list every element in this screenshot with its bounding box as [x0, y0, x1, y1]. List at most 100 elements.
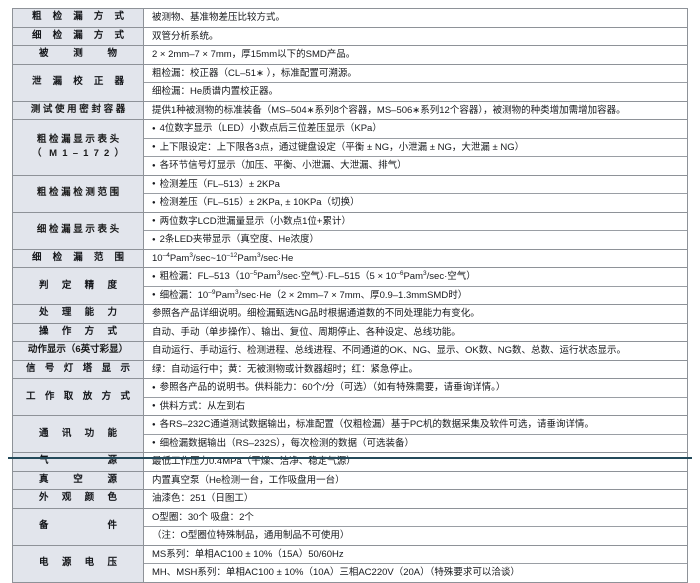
- row-value-cell: O型圈：30个 吸盘：2个 （注：O型圈位特殊制品，通用制品不可使用）: [143, 507, 688, 546]
- row-value-line: 自动、手动（单步操作）、输出、复位、周期停止、各种设定、总线功能。: [152, 326, 461, 338]
- row-label: 细 检 漏 范 围: [32, 251, 124, 263]
- table-row: 被 测 物 2 × 2mm–7 × 7mm，厚15mm以下的SMD产品。: [12, 45, 688, 65]
- table-row: 处 理 能 力 参照各产品详细说明。细检漏甄选NG品时根据通道数的不同处理能力有变…: [12, 304, 688, 324]
- table-row: 电 源 电 压 MS系列：单相AC100 ± 10%（15A）50/60Hz MH、…: [12, 544, 688, 583]
- row-value-line: 参照各产品详细说明。细检漏甄选NG品时根据通道数的不同处理能力有变化。: [152, 308, 480, 319]
- row-value-line: 检测差压（FL–513）± 2KPa: [144, 176, 687, 194]
- row-value-line: 最低工作压力0.4MPa（干燥、洁净、稳定气源）: [152, 456, 356, 467]
- row-value-cell: 参照各产品的说明书。供料能力：60个/分（可选）（如有特殊需要，请垂询详情。）供…: [143, 378, 688, 416]
- row-label: 通 讯 功 能: [39, 427, 117, 439]
- table-row: 气 源 最低工作压力0.4MPa（干燥、洁净、稳定气源）: [12, 452, 688, 472]
- row-value-line: 2 × 2mm–7 × 7mm，厚15mm以下的SMD产品。: [152, 49, 356, 60]
- row-label: 粗 检 漏 方 式: [32, 11, 124, 23]
- table-row: 判 定 精 度 粗检漏：FL–513（10–5Pam3/sec·空气）·FL–51…: [12, 267, 688, 305]
- row-label-cell: 细 检 漏 方 式: [12, 26, 144, 46]
- row-value-cell: 参照各产品详细说明。细检漏甄选NG品时根据通道数的不同处理能力有变化。: [143, 304, 688, 324]
- row-label: 工 作 取 放 方 式: [26, 390, 130, 402]
- row-label-cell: 电 源 电 压: [12, 544, 144, 583]
- table-row: 粗 检 漏 方 式 被测物、基准物差压比较方式。: [12, 8, 688, 28]
- row-value-cell: 绿：自动运行中；黄：无被测物或计数器超时；红：紧急停止。: [143, 359, 688, 379]
- row-value-cell: 双管分析系统。: [143, 26, 688, 46]
- row-value-cell: 自动、手动（单步操作）、输出、复位、周期停止、各种设定、总线功能。: [143, 322, 688, 342]
- row-label-cell: 测 试 使 用 密 封 容 器: [12, 100, 144, 120]
- row-value-line: 两位数字LCD泄漏量显示（小数点1位+累计）: [144, 213, 687, 231]
- table-row: 备 件 O型圈：30个 吸盘：2个 （注：O型圈位特殊制品，通用制品不可使用）: [12, 507, 688, 546]
- table-row: 通 讯 功 能 各RS–232C通道测试数据输出，标准配置（仅粗检漏）基于PC机的…: [12, 415, 688, 453]
- table-row: 细 检 漏 范 围 10–4Pam3/sec~10–12Pam3/sec·He: [12, 248, 688, 268]
- row-label-cell: 粗 检 漏 方 式: [12, 8, 144, 28]
- row-value-line: MS系列：单相AC100 ± 10%（15A）50/60Hz: [144, 546, 687, 564]
- row-value-cell: 2 × 2mm–7 × 7mm，厚15mm以下的SMD产品。: [143, 45, 688, 65]
- row-label-cell: 真 空 源: [12, 470, 144, 490]
- row-value-cell: 内置真空泵（He检测一台，工作吸盘用一台）: [143, 470, 688, 490]
- row-label-cell: 粗 检 漏 显 示 表 头 （ M 1 – 1 7 2 ）: [12, 119, 144, 176]
- row-label: 细 检 漏 显 示 表 头: [36, 224, 120, 236]
- row-value-cell: 各RS–232C通道测试数据输出，标准配置（仅粗检漏）基于PC机的数据采集及软件…: [143, 415, 688, 453]
- row-value-line: 自动运行、手动运行、检测进程、总线进程、不同通道的OK、NG、显示、OK数、NG…: [152, 345, 626, 356]
- row-value-line: 绿：自动运行中；黄：无被测物或计数器超时；红：紧急停止。: [152, 363, 419, 375]
- spec-sheet: 粗 检 漏 方 式 被测物、基准物差压比较方式。细 检 漏 方 式 双管分析系统。被…: [0, 0, 700, 465]
- table-row: 粗 检 漏 检 测 范 围 检测差压（FL–513）± 2KPa检测差压（FL–5…: [12, 174, 688, 213]
- row-label: 判 定 精 度: [39, 279, 117, 291]
- row-label: 泄 漏 校 正 器: [32, 76, 124, 88]
- row-value-line: 4位数字显示（LED）小数点后三位差压显示（KPa）: [144, 120, 687, 139]
- table-row: 细 检 漏 方 式 双管分析系统。: [12, 26, 688, 46]
- row-value-cell: 被测物、基准物差压比较方式。: [143, 8, 688, 28]
- row-value-line: 粗检漏：校正器（CL–51∗ ），标准配置可溯源。: [144, 65, 687, 83]
- table-row: 工 作 取 放 方 式 参照各产品的说明书。供料能力：60个/分（可选）（如有特殊…: [12, 378, 688, 416]
- specification-table-body: 粗 检 漏 方 式 被测物、基准物差压比较方式。细 检 漏 方 式 双管分析系统。被…: [12, 8, 688, 583]
- row-label-cell: 信 号 灯 塔 显 示: [12, 359, 144, 379]
- row-value-line: 细检漏：10–9Pam3/sec·He（2 × 2mm–7 × 7mm、厚0.9…: [144, 287, 687, 305]
- row-value-line: 被测物、基准物差压比较方式。: [152, 12, 286, 23]
- table-row: 动作显示（6英寸彩显） 自动运行、手动运行、检测进程、总线进程、不同通道的OK、N…: [12, 341, 688, 361]
- row-value-cell: 最低工作压力0.4MPa（干燥、洁净、稳定气源）: [143, 452, 688, 472]
- row-label-cell: 动作显示（6英寸彩显）: [12, 341, 144, 361]
- row-value-line: 内置真空泵（He检测一台，工作吸盘用一台）: [152, 474, 345, 486]
- row-value-line: 粗检漏：FL–513（10–5Pam3/sec·空气）·FL–515（5 × 1…: [144, 268, 687, 287]
- table-row: 外 观 颜 色 油漆色：251（日图工）: [12, 489, 688, 509]
- row-label: 粗 检 漏 显 示 表 头: [36, 133, 120, 145]
- row-label: 细 检 漏 方 式: [32, 29, 124, 41]
- row-label-cell: 备 件: [12, 507, 144, 546]
- table-row: 粗 检 漏 显 示 表 头 （ M 1 – 1 7 2 ） 4位数字显示（LED）小…: [12, 119, 688, 176]
- table-row: 泄 漏 校 正 器 粗检漏：校正器（CL–51∗ ），标准配置可溯源。细检漏：He…: [12, 63, 688, 102]
- row-label-cell: 操 作 方 式: [12, 322, 144, 342]
- row-label-cell: 粗 检 漏 检 测 范 围: [12, 174, 144, 213]
- bottom-rule: [8, 457, 692, 459]
- row-value-line: 参照各产品的说明书。供料能力：60个/分（可选）（如有特殊需要，请垂询详情。）: [144, 379, 687, 398]
- row-label-cell: 工 作 取 放 方 式: [12, 378, 144, 416]
- row-value-line: O型圈：30个 吸盘：2个: [144, 509, 687, 527]
- table-row: 真 空 源 内置真空泵（He检测一台，工作吸盘用一台）: [12, 470, 688, 490]
- row-label-cell: 被 测 物: [12, 45, 144, 65]
- row-value-line: 供料方式：从左到右: [144, 398, 687, 416]
- row-label-cell: 判 定 精 度: [12, 267, 144, 305]
- row-value-cell: 两位数字LCD泄漏量显示（小数点1位+累计）2条LED夹带显示（真空度、He浓度…: [143, 211, 688, 250]
- row-value-cell: 提供1种被测物的标准装备（MS–504∗系列8个容器，MS–506∗系列12个容…: [143, 100, 688, 120]
- row-label: 粗 检 漏 检 测 范 围: [36, 187, 120, 199]
- row-value-line: 上下限设定：上下限各3点，通过键盘设定（平衡 ± NG，小泄漏 ± NG，大泄漏…: [144, 139, 687, 157]
- table-row: 测 试 使 用 密 封 容 器 提供1种被测物的标准装备（MS–504∗系列8个容…: [12, 100, 688, 120]
- row-value-cell: 油漆色：251（日图工）: [143, 489, 688, 509]
- row-label-cell: 细 检 漏 范 围: [12, 248, 144, 268]
- row-label: 真 空 源: [39, 473, 117, 485]
- row-label-cell: 外 观 颜 色: [12, 489, 144, 509]
- row-value-line: 10–4Pam3/sec~10–12Pam3/sec·He: [152, 251, 294, 264]
- table-row: 操 作 方 式 自动、手动（单步操作）、输出、复位、周期停止、各种设定、总线功能。: [12, 322, 688, 342]
- row-label: 动作显示（6英寸彩显）: [27, 344, 129, 356]
- row-label: 被 测 物: [39, 48, 117, 60]
- row-value-line: 检测差压（FL–515）± 2KPa, ± 10KPa（切换）: [144, 194, 687, 212]
- row-value-cell: 检测差压（FL–513）± 2KPa检测差压（FL–515）± 2KPa, ± …: [143, 174, 688, 213]
- row-label-cell: 细 检 漏 显 示 表 头: [12, 211, 144, 250]
- row-value-cell: 4位数字显示（LED）小数点后三位差压显示（KPa）上下限设定：上下限各3点，通…: [143, 119, 688, 176]
- row-label-cell: 泄 漏 校 正 器: [12, 63, 144, 102]
- row-value-line: 细检漏：He质谱内置校正器。: [152, 86, 279, 97]
- row-value-cell: 自动运行、手动运行、检测进程、总线进程、不同通道的OK、NG、显示、OK数、NG…: [143, 341, 688, 361]
- row-label: 气 源: [39, 455, 117, 467]
- specification-table: 粗 检 漏 方 式 被测物、基准物差压比较方式。细 检 漏 方 式 双管分析系统。被…: [12, 8, 688, 583]
- row-value-cell: 10–4Pam3/sec~10–12Pam3/sec·He: [143, 248, 688, 268]
- row-label: 测 试 使 用 密 封 容 器: [30, 103, 126, 115]
- row-value-cell: 粗检漏：校正器（CL–51∗ ），标准配置可溯源。细检漏：He质谱内置校正器。: [143, 63, 688, 102]
- table-row: 细 检 漏 显 示 表 头 两位数字LCD泄漏量显示（小数点1位+累计）2条LED…: [12, 211, 688, 250]
- row-value-line: 各RS–232C通道测试数据输出，标准配置（仅粗检漏）基于PC机的数据采集及软件…: [144, 416, 687, 435]
- row-label-cell: 气 源: [12, 452, 144, 472]
